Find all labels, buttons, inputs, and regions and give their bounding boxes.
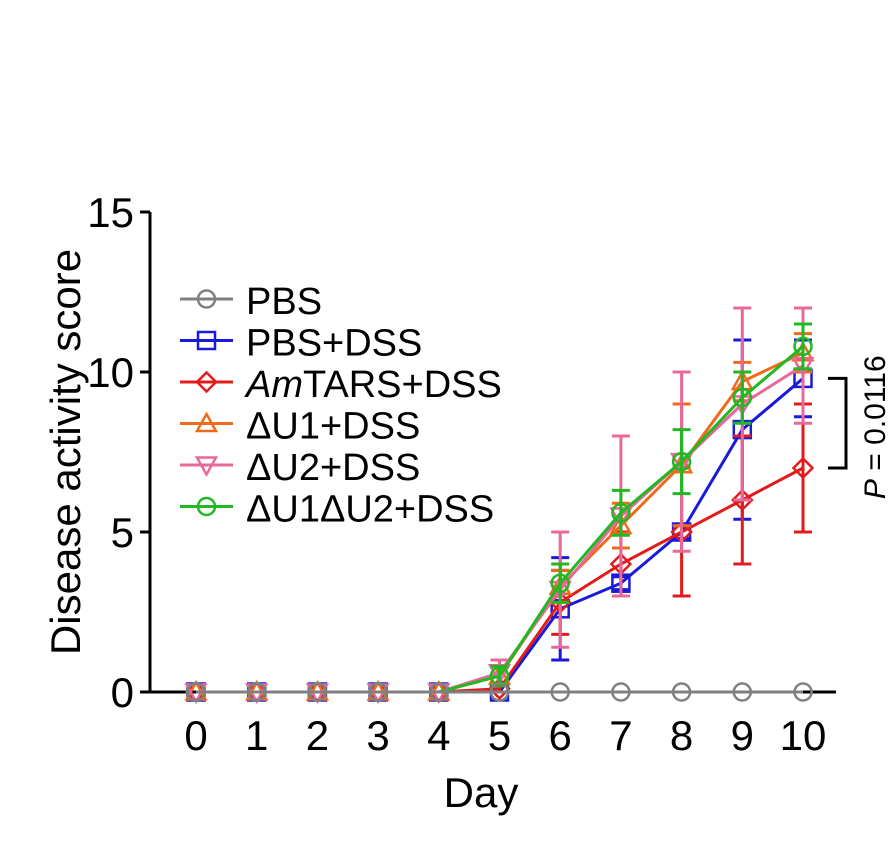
x-tick-label: 2 [306,712,329,759]
legend-item-pbs: PBS [180,281,322,323]
data-point [186,682,206,702]
data-point [246,682,267,702]
legend-label: PBS [246,281,322,323]
data-point [368,682,388,702]
y-tick-label: 5 [111,509,134,556]
x-tick-label: 7 [609,712,632,759]
data-point [307,682,328,702]
p-value-label: P = 0.0116 [859,355,892,499]
x-tick-label: 8 [670,712,693,759]
x-axis: 0 1 2 3 4 5 6 7 8 9 10 [150,690,836,759]
legend-label: ΔU2+DSS [246,447,420,489]
y-tick-label: 0 [111,669,134,716]
significance-bracket [828,376,848,470]
legend-item-pbs-dss: PBS+DSS [180,323,422,365]
x-tick-label: 0 [184,712,207,759]
x-tick-label: 9 [731,712,754,759]
legend-label: ΔU1+DSS [246,406,420,448]
data-point [489,682,510,702]
legend-marker [195,370,218,394]
x-tick-label: 1 [245,712,268,759]
legend-label: AmTARS+DSS [244,364,502,406]
legend-marker [196,289,217,309]
y-axis: 0 5 10 15 [87,189,152,716]
y-tick-label: 15 [87,189,134,236]
data-point [611,503,631,523]
data-point [550,682,570,702]
x-tick-label: 3 [366,712,389,759]
legend-item-amtars-dss: AmTARS+DSS [180,364,502,406]
x-tick-label: 4 [427,712,450,759]
legend-item-delta-u1-dss: ΔU1+DSS [180,406,420,448]
y-tick-label: 10 [87,349,134,396]
legend-item-delta-u1delta-u2-dss: ΔU1ΔU2+DSS [180,489,494,531]
legend-marker [196,496,217,517]
x-tick-label: 10 [780,712,827,759]
data-point [793,336,813,357]
series-layer [184,306,815,705]
legend-marker [196,330,217,351]
legend-label: ΔU1ΔU2+DSS [246,489,494,531]
data-point [731,488,754,512]
series-pbs [186,682,813,702]
data-point [732,387,753,408]
legend-item-delta-u2-dss: ΔU2+DSS [180,447,420,489]
data-point [671,682,692,702]
data-point [791,456,815,480]
legend-marker [194,411,219,433]
data-point [793,682,813,702]
x-tick-label: 5 [488,712,511,759]
legend-marker [194,456,219,478]
data-point [611,682,631,702]
data-point [550,573,570,593]
x-tick-label: 6 [549,712,572,759]
x-axis-title: Day [444,769,519,816]
y-axis-title: Disease activity score [42,249,89,655]
data-point [732,682,753,702]
legend-label: PBS+DSS [246,323,422,365]
legend: PBSPBS+DSSAmTARS+DSSΔU1+DSSΔU2+DSSΔU1ΔU2… [180,281,502,531]
data-point [429,682,449,702]
data-point [671,451,692,472]
significance-annotation: P = 0.0116 [828,355,892,499]
